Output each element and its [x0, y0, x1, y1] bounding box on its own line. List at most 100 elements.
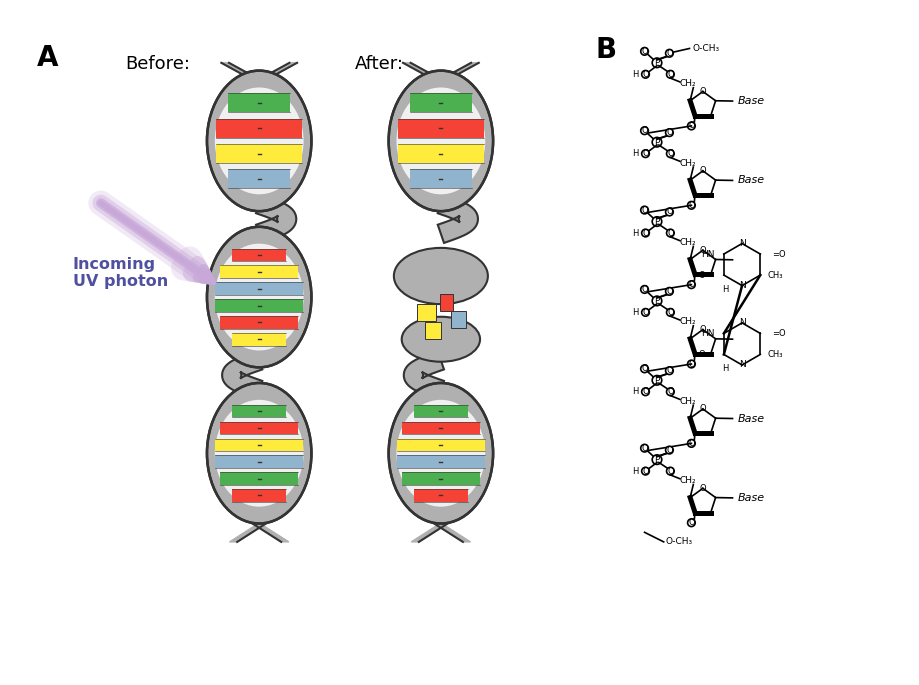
FancyBboxPatch shape: [440, 489, 468, 501]
FancyBboxPatch shape: [440, 456, 484, 468]
FancyBboxPatch shape: [259, 422, 298, 434]
Polygon shape: [403, 351, 444, 399]
FancyBboxPatch shape: [259, 119, 302, 138]
FancyBboxPatch shape: [440, 93, 471, 112]
Text: H: H: [631, 70, 638, 79]
Text: O: O: [687, 360, 694, 369]
Text: P: P: [653, 297, 659, 306]
Text: O: O: [666, 308, 673, 317]
Text: H: H: [631, 308, 638, 317]
FancyBboxPatch shape: [439, 295, 452, 311]
Text: O: O: [698, 87, 706, 96]
FancyBboxPatch shape: [440, 144, 483, 163]
Circle shape: [640, 286, 648, 293]
Text: P: P: [653, 217, 659, 226]
Circle shape: [640, 365, 648, 373]
FancyBboxPatch shape: [259, 144, 302, 163]
Circle shape: [652, 375, 661, 385]
Circle shape: [641, 150, 649, 158]
FancyBboxPatch shape: [451, 311, 465, 328]
FancyBboxPatch shape: [414, 489, 440, 501]
FancyBboxPatch shape: [228, 169, 259, 188]
FancyBboxPatch shape: [397, 456, 440, 468]
Circle shape: [664, 367, 673, 375]
Text: CH₂: CH₂: [678, 238, 695, 247]
Text: O: O: [666, 466, 673, 475]
FancyBboxPatch shape: [215, 299, 259, 312]
FancyBboxPatch shape: [397, 119, 440, 138]
Circle shape: [686, 122, 695, 129]
Text: O: O: [698, 325, 706, 334]
FancyBboxPatch shape: [402, 472, 440, 485]
Text: O: O: [687, 439, 694, 448]
Text: O: O: [687, 121, 694, 130]
Text: O=: O=: [698, 271, 711, 279]
Ellipse shape: [396, 400, 484, 507]
Text: O=: O=: [698, 350, 711, 359]
Text: O: O: [641, 126, 647, 135]
Text: O: O: [641, 364, 647, 373]
Text: O: O: [687, 280, 694, 289]
FancyBboxPatch shape: [259, 316, 298, 329]
FancyBboxPatch shape: [440, 405, 468, 417]
FancyBboxPatch shape: [259, 405, 286, 417]
Ellipse shape: [214, 88, 303, 195]
Circle shape: [652, 296, 661, 306]
Text: CH₂: CH₂: [678, 317, 695, 327]
Ellipse shape: [396, 88, 484, 195]
Text: O: O: [665, 366, 672, 375]
Circle shape: [664, 446, 673, 454]
Text: P: P: [653, 376, 659, 385]
FancyBboxPatch shape: [232, 249, 259, 261]
Text: O: O: [641, 229, 648, 238]
Text: O: O: [666, 149, 673, 158]
FancyBboxPatch shape: [259, 472, 298, 485]
Text: O: O: [641, 47, 647, 56]
FancyBboxPatch shape: [397, 144, 440, 163]
Circle shape: [664, 288, 673, 295]
Text: N: N: [738, 239, 744, 248]
Polygon shape: [411, 510, 468, 542]
Text: O: O: [666, 387, 673, 396]
FancyBboxPatch shape: [440, 422, 480, 434]
FancyBboxPatch shape: [440, 119, 483, 138]
Polygon shape: [437, 195, 477, 243]
Text: O: O: [687, 201, 694, 210]
Text: O: O: [665, 49, 672, 58]
Text: H: H: [721, 285, 728, 294]
Circle shape: [664, 208, 673, 216]
Text: P: P: [653, 58, 659, 67]
Ellipse shape: [207, 383, 312, 523]
Text: CH₂: CH₂: [678, 397, 695, 406]
FancyBboxPatch shape: [259, 249, 286, 261]
FancyBboxPatch shape: [440, 472, 480, 485]
FancyBboxPatch shape: [232, 333, 259, 345]
Text: H: H: [631, 229, 638, 238]
Text: CH₂: CH₂: [678, 79, 695, 88]
Circle shape: [641, 308, 649, 316]
Text: H: H: [631, 149, 638, 158]
FancyBboxPatch shape: [259, 266, 298, 278]
Polygon shape: [221, 351, 262, 399]
FancyBboxPatch shape: [440, 438, 484, 451]
FancyBboxPatch shape: [414, 405, 440, 417]
Circle shape: [641, 229, 649, 237]
Polygon shape: [432, 63, 478, 84]
Text: O: O: [641, 149, 648, 158]
Ellipse shape: [207, 71, 312, 211]
Text: O: O: [641, 70, 648, 79]
Text: CH₂: CH₂: [678, 476, 695, 485]
FancyBboxPatch shape: [216, 144, 259, 163]
Polygon shape: [221, 63, 267, 84]
Text: Base: Base: [736, 96, 764, 106]
FancyBboxPatch shape: [259, 333, 286, 345]
Text: O: O: [641, 466, 648, 475]
Text: H: H: [631, 466, 638, 475]
FancyBboxPatch shape: [440, 169, 471, 188]
FancyBboxPatch shape: [409, 93, 440, 112]
Text: N: N: [738, 319, 744, 327]
Circle shape: [640, 445, 648, 452]
Text: Base: Base: [736, 493, 764, 503]
Circle shape: [666, 229, 674, 237]
Circle shape: [686, 440, 695, 447]
